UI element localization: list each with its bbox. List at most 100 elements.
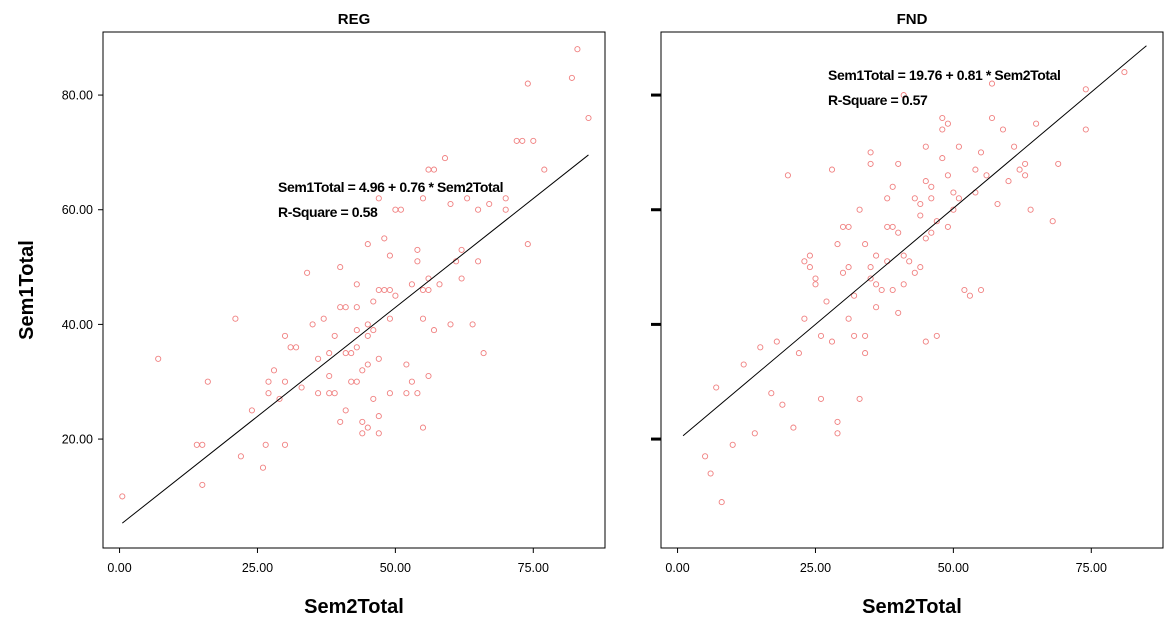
data-point xyxy=(988,80,996,87)
data-point xyxy=(862,332,869,339)
data-point xyxy=(262,441,269,448)
data-point xyxy=(430,166,438,173)
data-point xyxy=(884,223,891,230)
data-point xyxy=(270,367,278,374)
data-point xyxy=(856,206,863,213)
r-square-label: R-Square = 0.58 xyxy=(278,204,378,220)
data-point xyxy=(851,292,858,299)
data-point xyxy=(906,258,913,265)
data-point xyxy=(414,258,421,265)
data-point xyxy=(889,223,896,230)
data-point xyxy=(574,46,581,53)
data-point xyxy=(237,453,244,460)
data-point xyxy=(386,286,393,294)
data-point xyxy=(773,338,780,345)
data-point xyxy=(768,390,775,397)
data-point xyxy=(502,206,509,213)
data-point xyxy=(519,137,526,144)
data-point xyxy=(248,407,255,414)
y-tick-label: 80.00 xyxy=(62,89,93,103)
data-point xyxy=(359,430,366,437)
data-point xyxy=(895,229,902,236)
data-point xyxy=(867,160,874,167)
data-point xyxy=(585,114,592,122)
data-point xyxy=(961,286,968,294)
data-point xyxy=(1082,86,1089,93)
data-point xyxy=(718,499,725,506)
data-point xyxy=(922,143,929,150)
data-point xyxy=(353,327,360,334)
data-point xyxy=(375,413,382,420)
data-point xyxy=(397,206,404,213)
data-point xyxy=(900,252,907,259)
data-point xyxy=(320,315,327,322)
data-point xyxy=(326,390,333,397)
data-point xyxy=(348,350,355,357)
data-point xyxy=(419,195,427,202)
data-point xyxy=(193,441,200,448)
data-point xyxy=(790,424,797,431)
data-point xyxy=(851,332,858,339)
data-point xyxy=(834,418,841,425)
data-point xyxy=(530,137,537,144)
x-tick-label: 0.00 xyxy=(665,561,689,575)
data-point xyxy=(845,264,852,271)
data-point xyxy=(944,223,951,230)
data-point xyxy=(1055,160,1062,167)
data-point xyxy=(408,281,415,288)
data-point xyxy=(900,281,907,288)
data-point xyxy=(326,372,333,380)
data-point xyxy=(475,258,482,265)
data-point xyxy=(702,453,709,460)
data-point xyxy=(464,195,471,202)
data-point xyxy=(939,126,946,133)
data-point xyxy=(524,241,531,248)
data-point xyxy=(884,195,891,202)
data-point xyxy=(884,258,891,265)
data-point xyxy=(414,390,421,397)
data-point xyxy=(900,92,907,99)
data-point xyxy=(359,418,366,425)
data-point xyxy=(265,378,272,385)
data-point xyxy=(337,418,344,425)
data-point xyxy=(878,286,885,294)
data-point xyxy=(867,264,874,271)
data-point xyxy=(917,212,924,219)
data-point xyxy=(933,332,940,339)
data-point xyxy=(425,166,432,173)
data-point xyxy=(1022,172,1029,179)
y-tick-label: 20.00 xyxy=(62,433,93,447)
data-point xyxy=(370,298,377,305)
data-point xyxy=(281,441,289,448)
data-point xyxy=(524,80,531,87)
plot-frame xyxy=(102,31,606,549)
x-tick-label: 25.00 xyxy=(800,561,831,575)
x-tick-label: 50.00 xyxy=(938,561,969,575)
data-point xyxy=(828,166,836,173)
data-point xyxy=(955,195,962,202)
panel-title: REG xyxy=(338,11,371,28)
x-tick-label: 25.00 xyxy=(242,561,273,575)
data-point xyxy=(922,178,929,185)
data-point xyxy=(972,166,979,173)
data-point xyxy=(386,390,393,397)
x-tick-label: 50.00 xyxy=(380,561,411,575)
data-point xyxy=(1022,160,1029,167)
data-point xyxy=(1049,218,1056,225)
data-point xyxy=(845,223,852,230)
data-point xyxy=(966,292,973,299)
data-point xyxy=(331,332,338,339)
data-point xyxy=(834,241,841,248)
data-point xyxy=(370,395,377,402)
data-point xyxy=(541,166,548,173)
y-axis-title: Sem1Total xyxy=(16,240,38,340)
data-point xyxy=(862,350,869,357)
data-point xyxy=(287,344,294,351)
data-point xyxy=(430,327,438,334)
data-point xyxy=(232,315,239,322)
data-point xyxy=(922,235,929,242)
data-point xyxy=(988,114,996,122)
data-point xyxy=(1121,69,1128,76)
x-tick-label: 75.00 xyxy=(1076,561,1107,575)
data-point xyxy=(751,430,758,437)
